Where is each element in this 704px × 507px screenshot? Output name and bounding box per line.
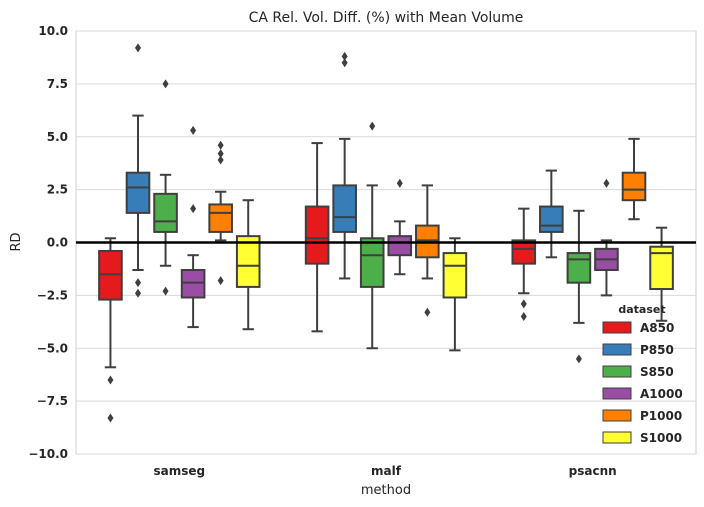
- box-a850-samseg: [98, 237, 123, 423]
- legend-label: A1000: [640, 387, 683, 401]
- box-s850-samseg: [153, 79, 178, 296]
- legend-item-a1000: A1000: [602, 387, 683, 401]
- boxes: [98, 43, 674, 423]
- legend-swatch: [602, 409, 632, 422]
- outlier-point: [424, 307, 431, 317]
- outlier-point: [396, 178, 403, 188]
- box-a1000-psacnn: [594, 178, 619, 297]
- outlier-point: [135, 278, 141, 288]
- legend-label: S1000: [640, 431, 682, 445]
- box-iqr: [304, 205, 330, 265]
- box-a1000-samseg: [180, 125, 206, 329]
- outlier-point: [341, 51, 348, 61]
- outlier-point: [162, 79, 169, 89]
- y-tick-label: 0.0: [47, 236, 68, 250]
- box-iqr: [649, 245, 674, 291]
- legend-label: S850: [640, 365, 674, 379]
- legend-item-a850: A850: [602, 321, 674, 335]
- box-s850-malf: [359, 121, 385, 350]
- outlier-point: [107, 375, 114, 385]
- box-iqr: [98, 249, 123, 301]
- legend-label: P1000: [640, 409, 682, 423]
- outlier-point: [520, 299, 527, 309]
- outlier-point: [341, 58, 348, 68]
- box-p1000-psacnn: [621, 137, 647, 221]
- legend-swatch: [602, 365, 632, 378]
- legend-swatch: [602, 343, 632, 356]
- legend-item-p850: P850: [602, 343, 674, 357]
- outlier-point: [162, 286, 169, 296]
- y-tick-label: −10.0: [28, 447, 68, 461]
- x-tick-label: samseg: [154, 464, 206, 478]
- box-s1000-psacnn: [649, 226, 674, 322]
- box-iqr: [387, 235, 413, 257]
- y-tick-label: 7.5: [47, 77, 68, 91]
- box-a850-psacnn: [511, 207, 537, 322]
- outlier-point: [190, 204, 197, 214]
- box-iqr: [332, 184, 357, 233]
- y-tick-label: −2.5: [37, 288, 68, 302]
- box-iqr: [235, 235, 261, 288]
- outlier-point: [217, 140, 224, 150]
- box-iqr: [511, 239, 537, 265]
- legend-swatch: [602, 321, 632, 334]
- gridlines: [76, 30, 696, 455]
- legend-swatch: [602, 387, 632, 400]
- outlier-point: [217, 155, 224, 165]
- outlier-point: [217, 276, 224, 286]
- box-p850-samseg: [125, 43, 151, 298]
- outlier-point: [217, 149, 224, 159]
- x-axis-label: method: [361, 483, 411, 498]
- box-iqr: [125, 171, 151, 214]
- outlier-point: [107, 413, 114, 423]
- y-tick-label: 2.5: [47, 183, 68, 197]
- outlier-point: [603, 178, 610, 188]
- y-tick-label: −7.5: [37, 394, 68, 408]
- box-p850-malf: [332, 51, 357, 280]
- box-p850-psacnn: [539, 169, 564, 259]
- outlier-point: [575, 354, 582, 364]
- box-iqr: [566, 252, 592, 284]
- outlier-point: [135, 43, 141, 53]
- outlier-point: [190, 125, 197, 135]
- outlier-point: [520, 312, 527, 322]
- y-tick-label: 5.0: [47, 130, 68, 144]
- chart-title: CA Rel. Vol. Diff. (%) with Mean Volume: [249, 10, 524, 26]
- box-p1000-samseg: [208, 140, 233, 286]
- box-iqr: [442, 252, 468, 299]
- box-s850-psacnn: [566, 209, 592, 364]
- x-tick-label: psacnn: [569, 464, 617, 478]
- box-s1000-malf: [442, 237, 468, 352]
- legend-swatch: [602, 431, 632, 444]
- box-s1000-samseg: [235, 199, 261, 331]
- box-iqr: [621, 171, 647, 202]
- legend: dataset A850 P850 S850 A1000 P1000 S1000: [602, 303, 683, 445]
- legend-item-p1000: P1000: [602, 409, 682, 423]
- y-tick-label: 10.0: [38, 24, 68, 38]
- y-axis-label: RD: [9, 232, 24, 251]
- box-iqr: [153, 192, 178, 233]
- box-a1000-malf: [387, 178, 413, 276]
- legend-item-s850: S850: [602, 365, 674, 379]
- box-iqr: [539, 205, 564, 233]
- legend-label: A850: [640, 321, 674, 335]
- x-tick-labels: samseg malf psacnn: [154, 464, 617, 478]
- box-a850-malf: [304, 142, 330, 333]
- box-iqr: [180, 268, 206, 299]
- outlier-point: [135, 288, 141, 298]
- y-tick-labels: 10.0 7.5 5.0 2.5 0.0 −2.5 −5.0 −7.5 −10.0: [28, 24, 68, 461]
- box-iqr: [359, 237, 385, 288]
- legend-item-s1000: S1000: [602, 431, 682, 445]
- y-tick-label: −5.0: [37, 341, 68, 355]
- legend-label: P850: [640, 343, 674, 357]
- box-iqr: [208, 203, 233, 233]
- legend-title: dataset: [618, 303, 665, 316]
- outlier-point: [369, 121, 376, 131]
- x-tick-label: malf: [371, 464, 402, 478]
